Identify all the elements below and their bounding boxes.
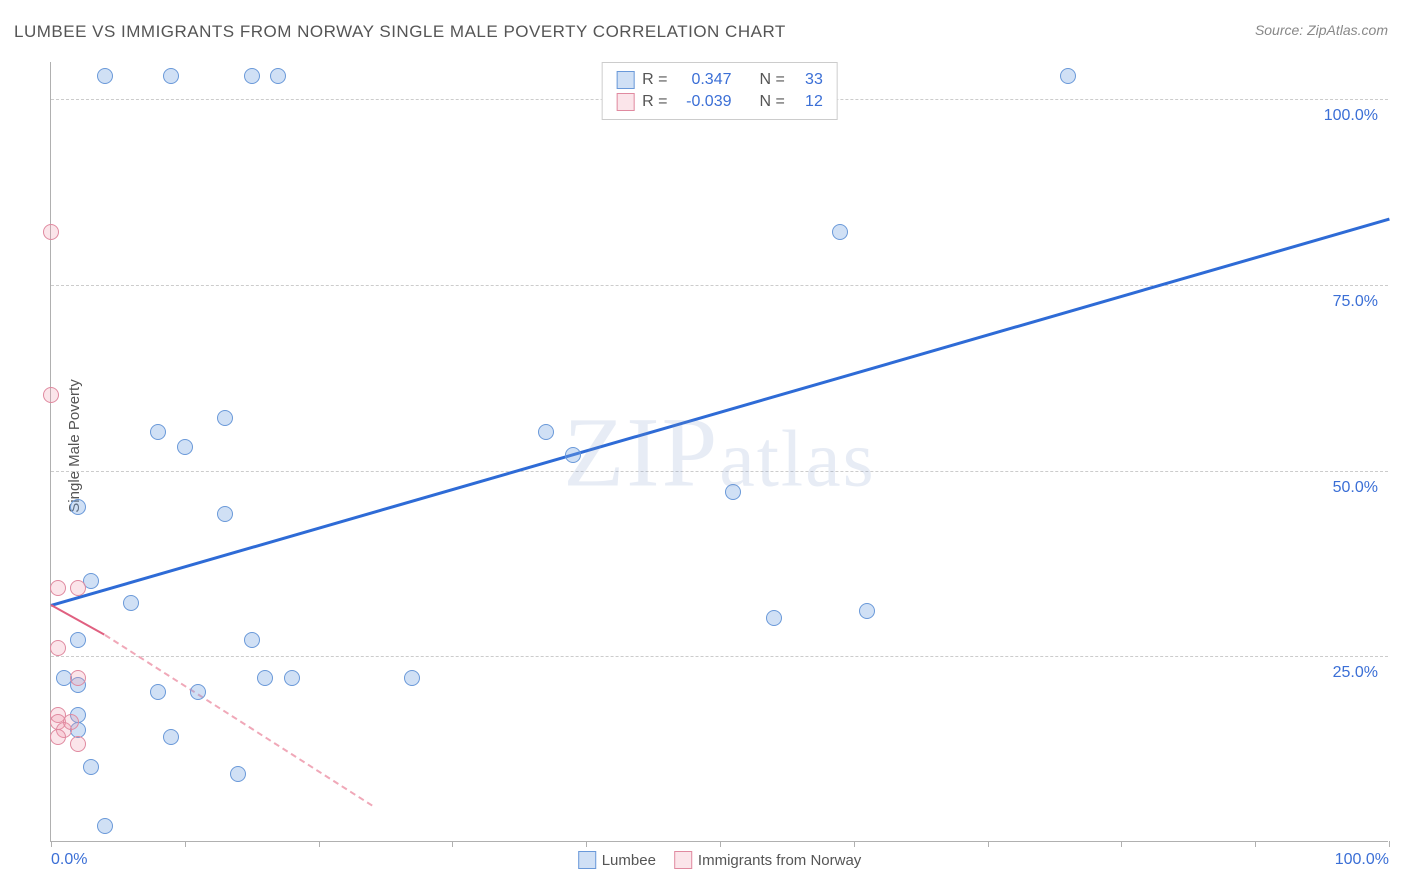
data-point xyxy=(70,499,86,515)
legend-row: R =0.347N =33 xyxy=(616,69,823,91)
n-value: 33 xyxy=(793,71,823,89)
x-tick xyxy=(1389,841,1390,847)
x-tick xyxy=(1121,841,1122,847)
x-tick xyxy=(319,841,320,847)
y-tick-label: 100.0% xyxy=(1324,107,1378,125)
data-point xyxy=(270,68,286,84)
data-point xyxy=(50,640,66,656)
legend-swatch xyxy=(616,93,634,111)
legend-label: Lumbee xyxy=(602,852,656,869)
data-point xyxy=(150,424,166,440)
x-tick-label: 0.0% xyxy=(51,851,87,869)
data-point xyxy=(70,736,86,752)
data-point xyxy=(83,759,99,775)
scatter-plot: ZIPatlas R =0.347N =33R =-0.039N =12 Lum… xyxy=(50,62,1388,842)
legend-swatch xyxy=(578,851,596,869)
gridline xyxy=(51,656,1388,657)
correlation-legend: R =0.347N =33R =-0.039N =12 xyxy=(601,62,838,120)
data-point xyxy=(43,224,59,240)
data-point xyxy=(284,670,300,686)
data-point xyxy=(244,632,260,648)
data-point xyxy=(97,68,113,84)
y-tick-label: 75.0% xyxy=(1333,293,1378,311)
data-point xyxy=(217,506,233,522)
data-point xyxy=(177,439,193,455)
data-point xyxy=(565,447,581,463)
data-point xyxy=(766,610,782,626)
data-point xyxy=(63,714,79,730)
data-point xyxy=(70,670,86,686)
n-value: 12 xyxy=(793,93,823,111)
x-tick xyxy=(988,841,989,847)
gridline xyxy=(51,285,1388,286)
data-point xyxy=(217,410,233,426)
data-point xyxy=(404,670,420,686)
data-point xyxy=(832,224,848,240)
series-legend: Lumbee Immigrants from Norway xyxy=(578,851,862,869)
data-point xyxy=(70,632,86,648)
data-point xyxy=(538,424,554,440)
data-point xyxy=(244,68,260,84)
data-point xyxy=(230,766,246,782)
data-point xyxy=(190,684,206,700)
x-tick xyxy=(185,841,186,847)
x-tick xyxy=(452,841,453,847)
data-point xyxy=(50,580,66,596)
x-tick xyxy=(720,841,721,847)
data-point xyxy=(257,670,273,686)
x-tick-label: 100.0% xyxy=(1335,851,1389,869)
data-point xyxy=(50,729,66,745)
data-point xyxy=(859,603,875,619)
data-point xyxy=(123,595,139,611)
data-point xyxy=(163,68,179,84)
regression-line xyxy=(51,218,1390,607)
source-attribution: Source: ZipAtlas.com xyxy=(1255,22,1388,38)
x-tick xyxy=(1255,841,1256,847)
y-tick-label: 50.0% xyxy=(1333,479,1378,497)
r-value: 0.347 xyxy=(676,71,732,89)
legend-swatch xyxy=(616,71,634,89)
data-point xyxy=(725,484,741,500)
data-point xyxy=(150,684,166,700)
legend-item: Lumbee xyxy=(578,851,656,869)
data-point xyxy=(43,387,59,403)
chart-title: LUMBEE VS IMMIGRANTS FROM NORWAY SINGLE … xyxy=(14,22,786,42)
data-point xyxy=(163,729,179,745)
gridline xyxy=(51,471,1388,472)
x-tick xyxy=(51,841,52,847)
legend-label: Immigrants from Norway xyxy=(698,852,861,869)
y-tick-label: 25.0% xyxy=(1333,664,1378,682)
legend-swatch xyxy=(674,851,692,869)
x-tick xyxy=(586,841,587,847)
data-point xyxy=(97,818,113,834)
r-value: -0.039 xyxy=(676,93,732,111)
data-point xyxy=(1060,68,1076,84)
legend-item: Immigrants from Norway xyxy=(674,851,861,869)
x-tick xyxy=(854,841,855,847)
regression-line xyxy=(51,604,105,635)
legend-row: R =-0.039N =12 xyxy=(616,91,823,113)
data-point xyxy=(70,580,86,596)
